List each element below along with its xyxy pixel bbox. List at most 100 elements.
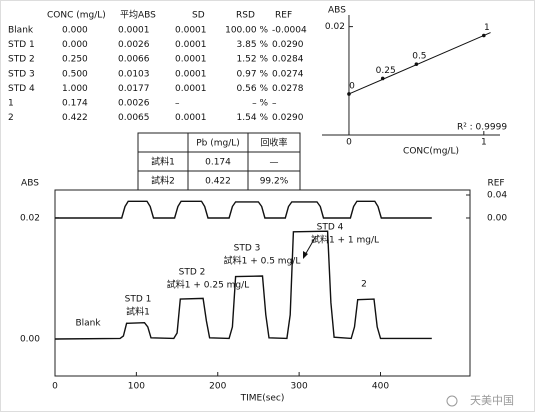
recovery-cell: 0.174 — [205, 158, 231, 168]
point-label: 0 — [349, 81, 355, 91]
table-header: REF — [275, 11, 292, 21]
x-tick-label: 0 — [52, 382, 58, 392]
annotation: STD 2 — [179, 268, 206, 278]
recovery-cell: 試料2 — [151, 175, 175, 187]
x-tick-label: 400 — [372, 382, 389, 392]
point — [347, 92, 351, 96]
table-cell: 0.0066 — [118, 55, 150, 65]
x-tick-label: 100 — [128, 382, 145, 392]
table-cell: 0.0284 — [272, 55, 304, 65]
annotation: 2 — [361, 280, 367, 290]
recovery-header: 回收率 — [260, 137, 287, 149]
table-cell: 0.97 % — [237, 69, 269, 79]
ref-trace — [55, 200, 432, 219]
y2-tick-label: 0.00 — [487, 213, 507, 223]
point-label: 0.25 — [376, 66, 396, 76]
y-axis-label: ABS — [328, 6, 346, 16]
y-tick-label: 0.00 — [20, 335, 40, 345]
table-cell: Blank — [8, 26, 34, 36]
watermark-icon — [446, 395, 458, 407]
fit-line — [348, 32, 491, 95]
annotation: 試料1 + 1 mg/L — [311, 234, 379, 246]
table-cell: STD 4 — [8, 84, 35, 94]
table-cell: 1.54 % — [237, 113, 269, 123]
annotation: 試料1 + 0.5 mg/L — [224, 255, 301, 267]
y-tick-label: 0.02 — [20, 213, 40, 223]
table-cell: 0.56 % — [237, 84, 269, 94]
table-cell: 0.0177 — [118, 84, 150, 94]
table-cell: 1.000 — [62, 84, 88, 94]
table-cell: – — [272, 99, 277, 109]
table-cell: – % — [252, 99, 268, 109]
recovery-header: Pb (mg/L) — [196, 139, 240, 149]
recovery-cell: 試料1 — [151, 156, 175, 168]
y-tick-label: 0.02 — [325, 22, 345, 32]
annotation: STD 4 — [317, 223, 344, 233]
table-cell: 2 — [8, 113, 14, 123]
annotation: R² : 0.9999 — [457, 123, 507, 133]
table-cell: 1 — [8, 99, 14, 109]
x-tick-label: 1 — [481, 138, 487, 148]
abs-trace — [54, 230, 432, 340]
table-cell: 0.0001 — [175, 55, 207, 65]
table-cell: 0.0026 — [118, 40, 150, 50]
table-cell: 0.0290 — [272, 113, 304, 123]
trace-frame — [54, 189, 471, 377]
annotation: STD 1 — [125, 295, 152, 305]
annotation: Blank — [75, 319, 101, 329]
table-cell: 1.52 % — [237, 55, 269, 65]
annotation: STD 3 — [234, 244, 261, 254]
table-cell: 0.0001 — [175, 40, 207, 50]
y-axis-label: ABS — [21, 179, 39, 189]
annotation: 試料1 — [126, 306, 150, 318]
table-cell: 0.000 — [62, 26, 88, 36]
recovery-cell: 99.2% — [260, 177, 289, 187]
table-header: 平均ABS — [120, 9, 156, 21]
x-tick-label: 0 — [346, 138, 352, 148]
table-cell: 0.0001 — [118, 26, 150, 36]
y2-axis-label: REF — [487, 179, 504, 189]
table-cell: 3.85 % — [237, 40, 269, 50]
recovery-cell: — — [270, 158, 279, 168]
table-cell: 0.0274 — [272, 69, 304, 79]
recovery-cell: 0.422 — [205, 177, 231, 187]
point — [380, 76, 385, 81]
table-cell: 0.0065 — [118, 113, 150, 123]
table-header: SD — [192, 11, 205, 21]
x-tick-label: 300 — [291, 382, 308, 392]
x-axis-label: CONC(mg/L) — [403, 147, 459, 157]
x-tick-label: 200 — [209, 382, 226, 392]
arrow-head — [303, 251, 308, 259]
table-cell: 0.250 — [62, 55, 88, 65]
table-cell: – — [175, 99, 180, 109]
table-cell: 0.0001 — [175, 69, 207, 79]
table-cell: 0.500 — [62, 69, 88, 79]
point-label: 0.5 — [412, 52, 426, 62]
point — [414, 62, 419, 66]
table-cell: 0.0001 — [175, 26, 207, 36]
table-cell: 0.0001 — [175, 113, 207, 123]
table-cell: 0.0001 — [175, 84, 207, 94]
table-cell: STD 2 — [8, 55, 35, 65]
x-axis-label: TIME(sec) — [240, 394, 285, 404]
table-header: RSD — [236, 11, 255, 21]
table-cell: 0.000 — [62, 40, 88, 50]
annotation: 試料1 + 0.25 mg/L — [167, 279, 249, 291]
table-cell: 0.422 — [62, 113, 88, 123]
point-label: 1 — [484, 23, 490, 33]
table-cell: 0.0278 — [272, 84, 304, 94]
point — [482, 33, 486, 38]
table-cell: STD 3 — [8, 69, 35, 79]
table-cell: 0.174 — [62, 99, 88, 109]
table-cell: 100.00 % — [225, 26, 268, 36]
y2-tick-label: 0.04 — [487, 190, 507, 200]
table-cell: -0.0004 — [272, 26, 307, 36]
table-cell: 0.0103 — [118, 69, 150, 79]
table-cell: 0.0026 — [118, 99, 150, 109]
watermark: 天美中国 — [470, 394, 514, 407]
table-cell: 0.0290 — [272, 40, 304, 50]
table-cell: STD 1 — [8, 40, 35, 50]
arrow — [304, 235, 317, 256]
